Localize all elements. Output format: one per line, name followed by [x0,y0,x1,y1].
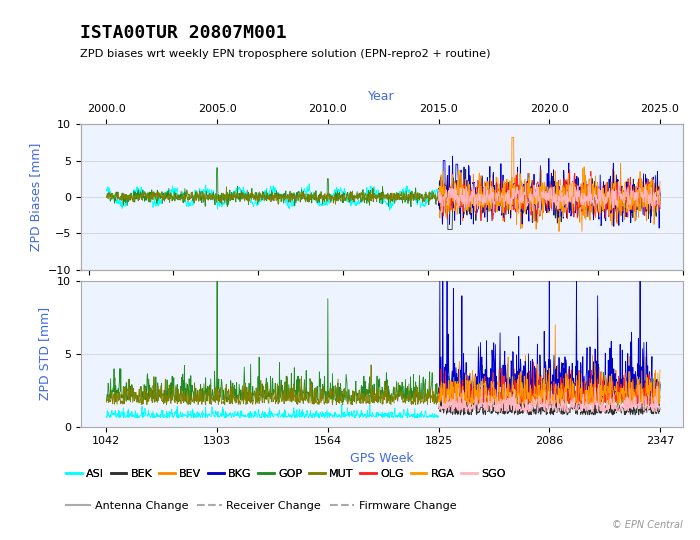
Y-axis label: ZPD STD [mm]: ZPD STD [mm] [38,307,51,401]
X-axis label: Year: Year [368,90,395,103]
Legend: ASI, BEK, BEV, BKG, GOP, MUT, OLG, RGA, SGO: ASI, BEK, BEV, BKG, GOP, MUT, OLG, RGA, … [62,464,510,483]
Y-axis label: ZPD Biases [mm]: ZPD Biases [mm] [29,143,42,251]
Text: ZPD biases wrt weekly EPN troposphere solution (EPN-repro2 + routine): ZPD biases wrt weekly EPN troposphere so… [80,49,491,59]
X-axis label: GPS Week: GPS Week [350,452,413,465]
Legend: Antenna Change, Receiver Change, Firmware Change: Antenna Change, Receiver Change, Firmwar… [62,497,461,516]
Text: © EPN Central: © EPN Central [612,520,682,530]
Text: ISTA00TUR 20807M001: ISTA00TUR 20807M001 [80,24,287,42]
